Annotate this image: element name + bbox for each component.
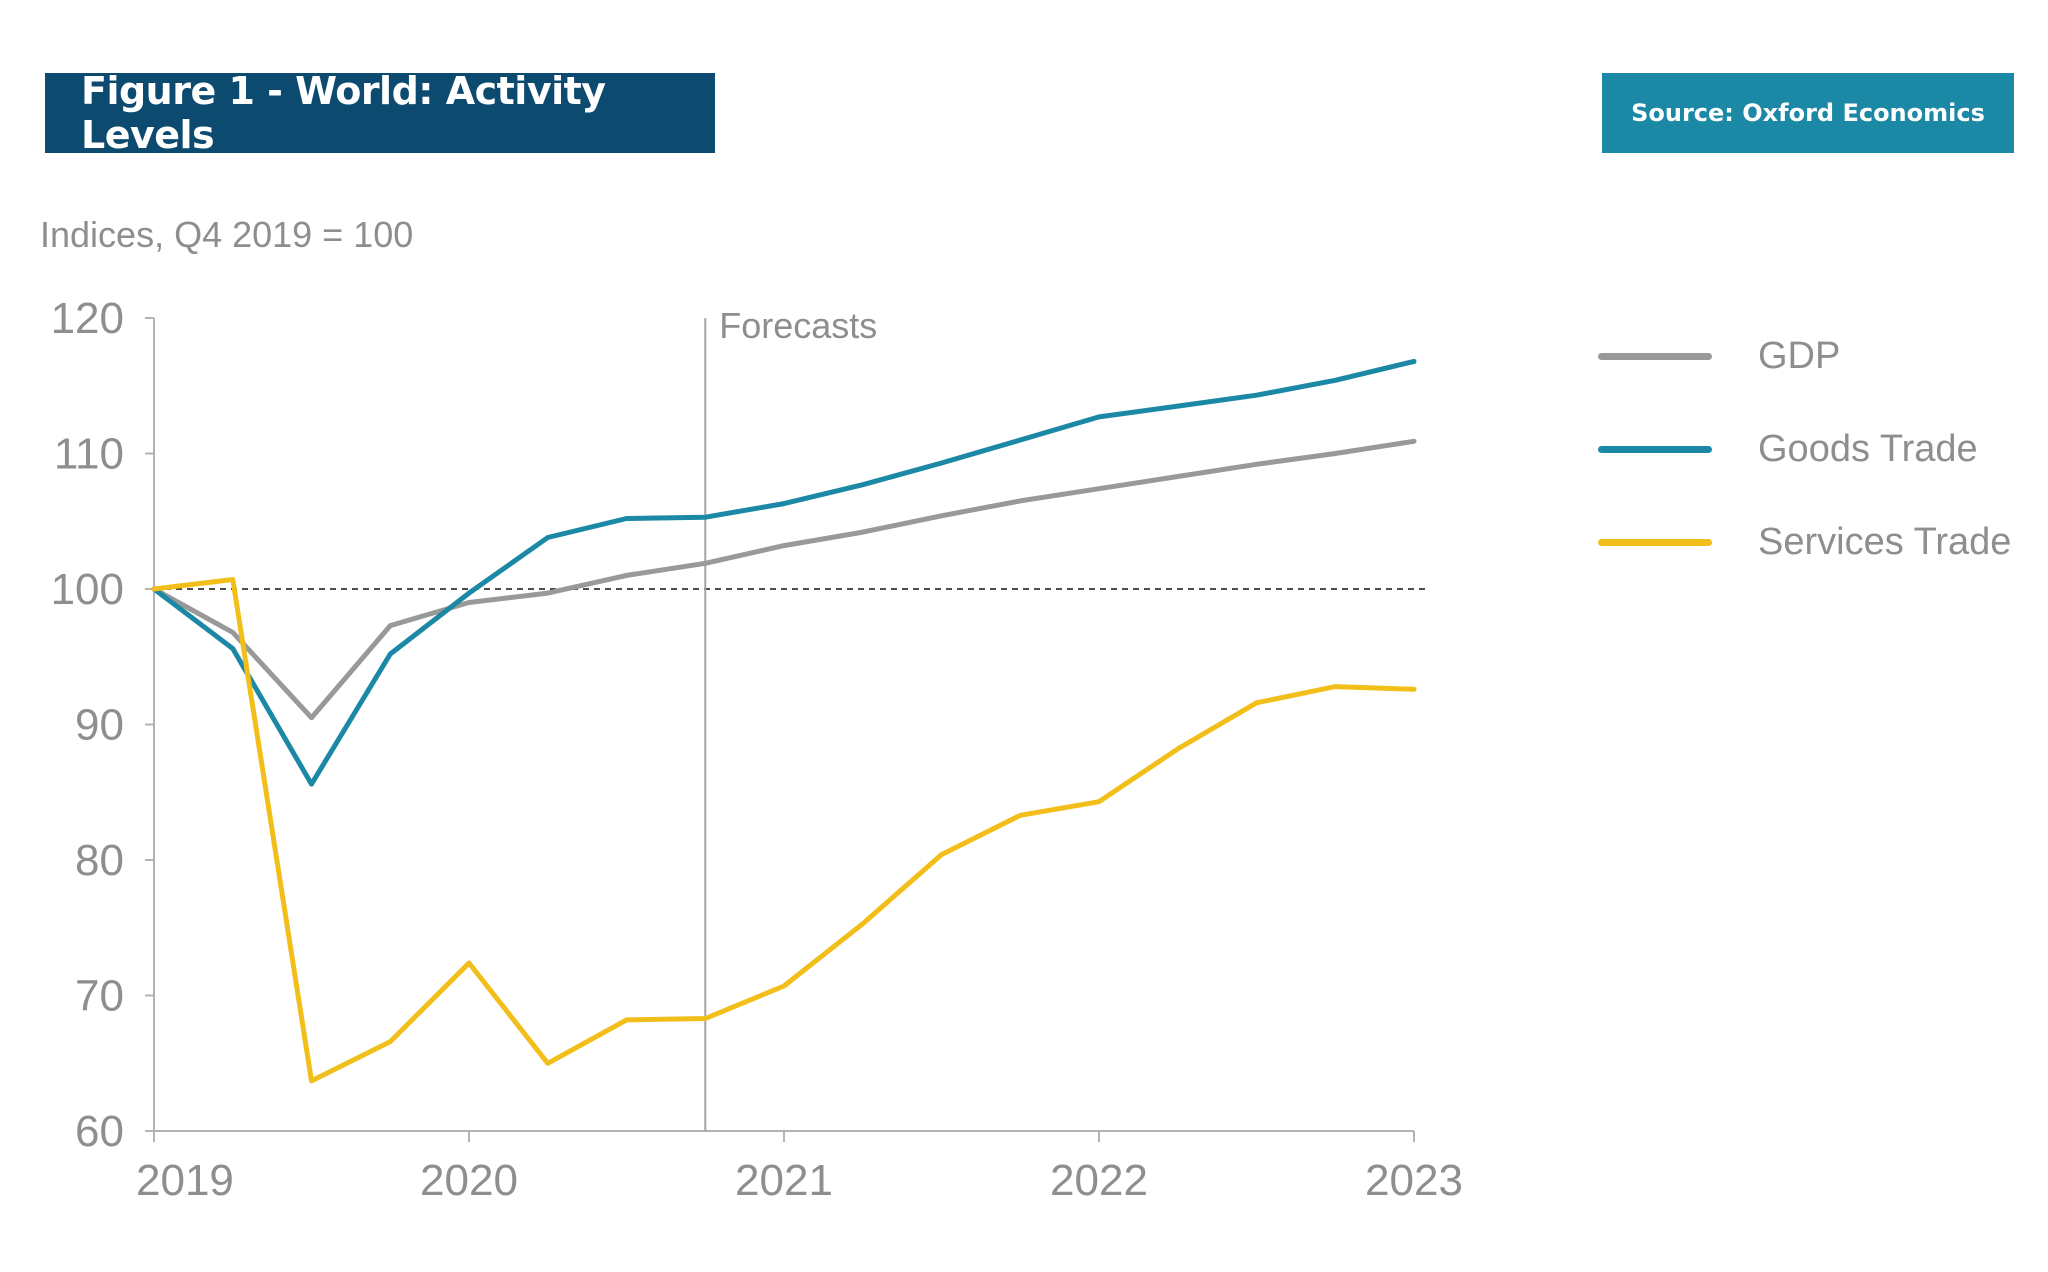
y-tick-label: 90 xyxy=(75,701,124,750)
x-tick-label: 2020 xyxy=(420,1156,518,1205)
legend-swatch-goods-trade xyxy=(1598,446,1712,453)
x-tick-label: 2019 xyxy=(136,1156,234,1205)
series-line-services-trade xyxy=(151,577,1417,1084)
y-tick-label: 80 xyxy=(75,836,124,885)
y-tick-label: 60 xyxy=(75,1107,124,1156)
forecast-label: Forecasts xyxy=(719,305,877,346)
legend-swatch-services-trade xyxy=(1598,539,1712,546)
figure-title-box: Figure 1 - World: Activity Levels xyxy=(45,69,715,157)
x-tick-label: 2021 xyxy=(735,1156,833,1205)
legend-item-goods-trade: Goods Trade xyxy=(1598,403,2011,496)
legend-label-gdp: GDP xyxy=(1758,335,1841,377)
source-label: Source: Oxford Economics xyxy=(1631,99,1985,127)
legend-item-gdp: GDP xyxy=(1598,310,2011,403)
y-tick-label: 70 xyxy=(75,972,124,1021)
y-tick-label: 120 xyxy=(51,294,124,343)
source-badge: Source: Oxford Economics xyxy=(1602,73,2014,153)
legend-item-services-trade: Services Trade xyxy=(1598,496,2011,589)
x-tick-label: 2022 xyxy=(1050,1156,1148,1205)
series-line-gdp xyxy=(151,438,1417,721)
figure-title: Figure 1 - World: Activity Levels xyxy=(81,69,606,157)
chart-legend: GDP Goods Trade Services Trade xyxy=(1598,310,2011,589)
legend-swatch-gdp xyxy=(1598,353,1712,360)
y-tick-label: 100 xyxy=(51,565,124,614)
y-axis-unit-label: Indices, Q4 2019 = 100 xyxy=(40,214,414,255)
x-tick-label: 2023 xyxy=(1365,1156,1463,1205)
legend-label-goods-trade: Goods Trade xyxy=(1758,428,1978,470)
y-tick-label: 110 xyxy=(54,430,124,479)
legend-label-services-trade: Services Trade xyxy=(1758,521,2012,563)
series-line-goods-trade xyxy=(151,358,1417,787)
